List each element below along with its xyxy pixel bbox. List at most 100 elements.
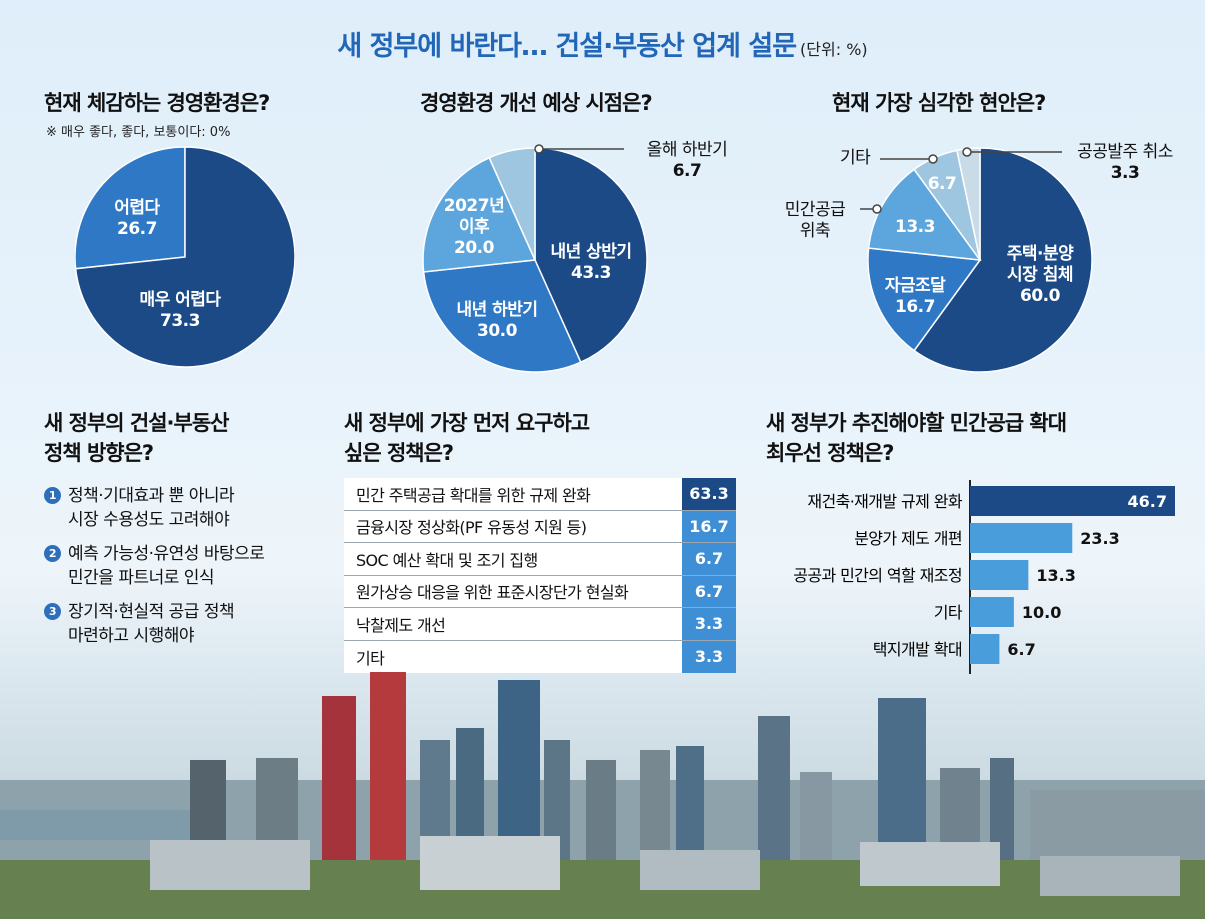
pie3-slice0-name2: 시장 침체 bbox=[1007, 265, 1073, 285]
main-title: 새 정부에 바란다… 건설·부동산 업계 설문 bbox=[337, 31, 797, 62]
table-title: 새 정부에 가장 먼저 요구하고 싶은 정책은? bbox=[344, 408, 590, 468]
pie3-slice0-name1: 주택·분양 bbox=[1006, 244, 1074, 264]
pie2-label-next-second: 내년 하반기 30.0 bbox=[437, 300, 557, 342]
pie3-slice2-name1: 민간공급 bbox=[784, 200, 846, 220]
pie1-slice1-name: 매우 어렵다 bbox=[139, 290, 221, 310]
bar-value-4: 6.7 bbox=[1007, 640, 1035, 659]
bar-label-4: 택지개발 확대 bbox=[873, 640, 962, 659]
pie2-slice2-name2: 이후 bbox=[458, 217, 490, 237]
bar-2 bbox=[970, 560, 1029, 590]
direction-item-line1: 장기적·현실적 공급 정책 bbox=[68, 602, 235, 622]
table-row: SOC 예산 확대 및 조기 집행 6.7 bbox=[344, 543, 736, 576]
pie-slice-1 bbox=[867, 247, 982, 352]
pie2-label-this-half: 올해 하반기 6.7 bbox=[632, 140, 742, 182]
pie3-label-public-cancel: 공공발주 취소 3.3 bbox=[1066, 142, 1184, 184]
pie3-chart bbox=[867, 147, 1093, 373]
bar-value-1: 23.3 bbox=[1080, 529, 1119, 548]
pie-slice-0 bbox=[534, 147, 648, 364]
direction-title: 새 정부의 건설·부동산 정책 방향은? bbox=[44, 408, 229, 468]
pie2-slice2-value: 20.0 bbox=[454, 238, 494, 258]
pie-slice-0 bbox=[75, 146, 186, 270]
pie2-label-2027: 2027년 이후 20.0 bbox=[428, 196, 520, 259]
direction-list: 1 정책·기대효과 뿐 아니라 시장 수용성도 고려해야 2 예측 가능성·유연성… bbox=[44, 484, 334, 648]
pie2-slice1-name: 내년 하반기 bbox=[456, 300, 538, 320]
bar-0 bbox=[970, 486, 1175, 516]
table-row-label: 낙찰제도 개선 bbox=[356, 615, 446, 635]
bar-value-2: 13.3 bbox=[1036, 566, 1075, 585]
pie3-slice4-name: 공공발주 취소 bbox=[1077, 142, 1173, 162]
bar-chart: 재건축·재개발 규제 완화 46.7 분양가 제도 개편 23.3 공공과 민간의 역할… bbox=[793, 480, 1175, 674]
bar-title: 새 정부가 추진해야할 민간공급 확대 최우선 정책은? bbox=[766, 408, 1067, 468]
table-row: 민간 주택공급 확대를 위한 규제 완화 63.3 bbox=[344, 478, 736, 511]
bar-4 bbox=[970, 634, 1000, 664]
pie2-slice3-name: 올해 하반기 bbox=[646, 140, 728, 160]
direction-item: 1 정책·기대효과 뿐 아니라 시장 수용성도 고려해야 bbox=[44, 484, 334, 532]
table-row: 원가상승 대응을 위한 표준시장단가 현실화 6.7 bbox=[344, 575, 736, 608]
pie2-chart bbox=[422, 147, 648, 373]
pie-slice-1 bbox=[75, 146, 295, 368]
direction-title-line1: 새 정부의 건설·부동산 bbox=[44, 411, 229, 435]
pie2-slice1-value: 30.0 bbox=[477, 321, 517, 341]
table-row-label: SOC 예산 확대 및 조기 집행 bbox=[356, 550, 538, 570]
pie-slice-2 bbox=[422, 156, 537, 273]
pie3-label-other-value: 6.7 bbox=[927, 174, 957, 194]
header: 새 정부에 바란다… 건설·부동산 업계 설문 (단위: %) bbox=[0, 24, 1205, 63]
pie-slice-0 bbox=[913, 147, 1093, 373]
pie2-title: 경영환경 개선 예상 시점은? bbox=[420, 91, 653, 115]
pie3-label-housing: 주택·분양 시장 침체 60.0 bbox=[990, 244, 1090, 307]
unit-label: (단위: %) bbox=[800, 40, 868, 59]
bar-title-line2: 최우선 정책은? bbox=[766, 441, 894, 465]
pie2-label-next-first: 내년 상반기 43.3 bbox=[536, 242, 646, 284]
table-row-label: 원가상승 대응을 위한 표준시장단가 현실화 bbox=[356, 583, 629, 603]
pie3-label-other-name: 기타 bbox=[840, 148, 871, 168]
table-title-line2: 싶은 정책은? bbox=[344, 441, 454, 465]
pie-slice-1 bbox=[422, 259, 582, 373]
bar-label-2: 공공과 민간의 역할 재조정 bbox=[793, 566, 962, 585]
pie1-title: 현재 체감하는 경영환경은? bbox=[44, 91, 270, 115]
pie2-slice2-name1: 2027년 bbox=[443, 196, 505, 216]
direction-item-line2: 민간을 파트너로 인식 bbox=[68, 568, 215, 588]
pie3-label-funding: 자금조달 16.7 bbox=[872, 276, 958, 318]
table-title-line1: 새 정부에 가장 먼저 요구하고 bbox=[344, 411, 590, 435]
bar-label-3: 기타 bbox=[934, 603, 963, 622]
number-badge-icon: 2 bbox=[44, 545, 61, 562]
table-row-value: 3.3 bbox=[680, 640, 736, 673]
pie1-note: ※ 매우 좋다, 좋다, 보통이다: 0% bbox=[46, 125, 231, 140]
direction-item-line1: 예측 가능성·유연성 바탕으로 bbox=[68, 544, 265, 564]
number-badge-icon: 3 bbox=[44, 603, 61, 620]
bar-title-line1: 새 정부가 추진해야할 민간공급 확대 bbox=[766, 411, 1067, 435]
pie1-slice0-value: 26.7 bbox=[117, 219, 157, 239]
bar-label-0: 재건축·재개발 규제 완화 bbox=[807, 492, 963, 511]
bar-value-3: 10.0 bbox=[1022, 603, 1061, 622]
pie3-title: 현재 가장 심각한 현안은? bbox=[832, 91, 1046, 115]
table-row: 금융시장 정상화(PF 유동성 지원 등) 16.7 bbox=[344, 510, 736, 543]
table-row-value: 6.7 bbox=[680, 543, 736, 575]
pie1-label-hard: 어렵다 26.7 bbox=[92, 198, 182, 240]
pie3-slice1-name: 자금조달 bbox=[884, 276, 946, 296]
pie3-label-private-supply: 민간공급 위축 bbox=[772, 200, 858, 242]
pie2-slice3-value: 6.7 bbox=[672, 161, 702, 181]
direction-title-line2: 정책 방향은? bbox=[44, 441, 154, 465]
bar-1 bbox=[970, 523, 1073, 553]
bar-value-0: 46.7 bbox=[1128, 492, 1167, 511]
table-row-value: 3.3 bbox=[680, 608, 736, 640]
pie1-slice1-value: 73.3 bbox=[160, 311, 200, 331]
city-skyline-image bbox=[0, 672, 1205, 919]
direction-item-line1: 정책·기대효과 뿐 아니라 bbox=[68, 486, 235, 506]
pie3-slice0-value: 60.0 bbox=[1020, 286, 1060, 306]
bar-3 bbox=[970, 597, 1014, 627]
table-row-value: 6.7 bbox=[680, 575, 736, 607]
pie1-chart bbox=[75, 146, 295, 368]
number-badge-icon: 1 bbox=[44, 487, 61, 504]
direction-item-line2: 마련하고 시행해야 bbox=[68, 626, 195, 646]
pie1-slice0-name: 어렵다 bbox=[114, 198, 160, 218]
pie-slice-2 bbox=[867, 168, 982, 261]
pie2-slice0-name: 내년 상반기 bbox=[550, 242, 632, 262]
pie3-label-private-supply-value: 13.3 bbox=[895, 217, 935, 237]
pie1-label-very-hard: 매우 어렵다 73.3 bbox=[120, 290, 240, 332]
table-row-value: 63.3 bbox=[680, 478, 736, 510]
bar-label-1: 분양가 제도 개편 bbox=[854, 529, 962, 548]
pie3-slice1-value: 16.7 bbox=[895, 297, 935, 317]
